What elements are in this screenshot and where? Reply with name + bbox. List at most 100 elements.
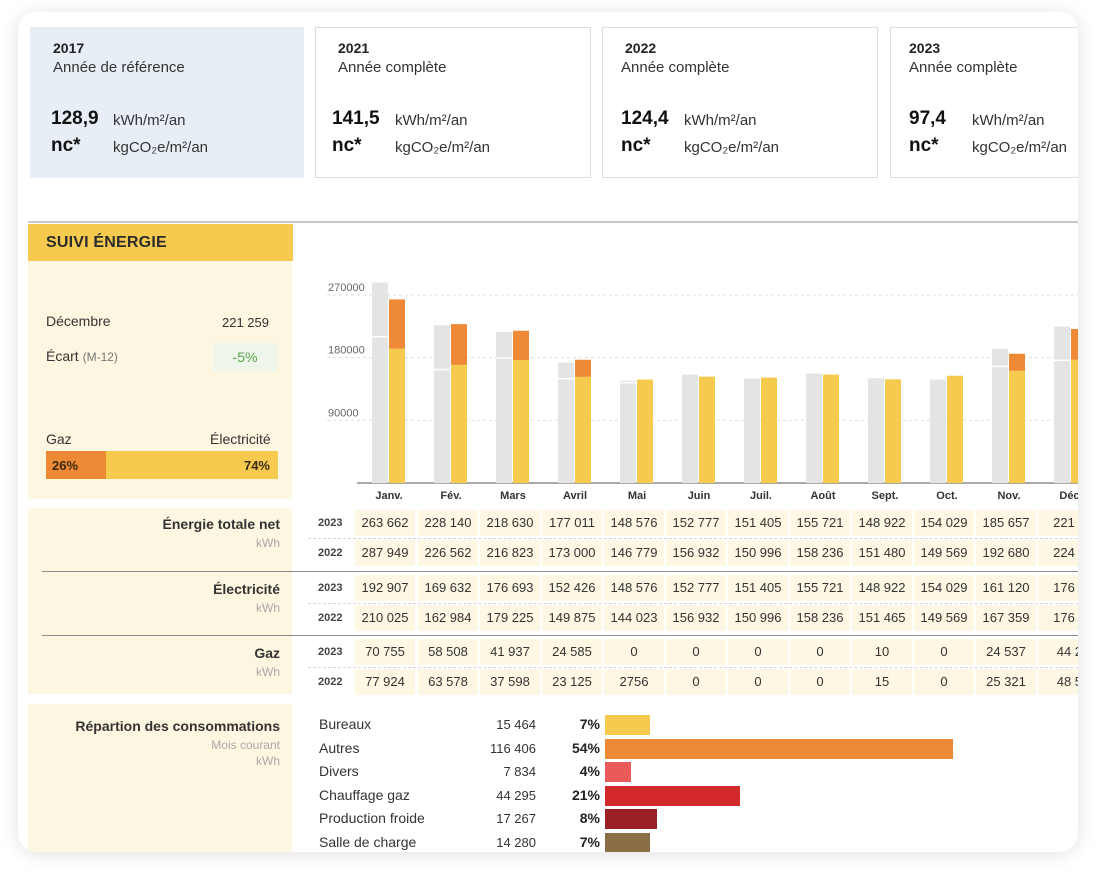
table-title: Énergie totale net [162,516,280,532]
table-cell: 24 585 [542,639,602,665]
table-cell: 148 922 [852,510,912,536]
table-cell: 158 236 [790,540,850,566]
table-cell: 156 932 [666,540,726,566]
bar-2023-electricity [637,379,653,483]
card-subtitle: Année de référence [53,59,185,76]
breakdown-unit: kWh [256,754,280,768]
breakdown-item-bar [605,762,631,782]
table-unit: kWh [256,601,280,615]
x-tick-label: Juil. [750,490,772,502]
breakdown-item-name: Autres [319,739,360,756]
breakdown-item-pct: 54% [571,739,600,756]
table-cell: 23 125 [542,669,602,695]
table-cell: 162 984 [418,605,478,631]
table-cell: 210 025 [355,605,415,631]
table-cell: 0 [790,639,850,665]
card-year: 2022 [625,40,657,56]
breakdown-item-value: 14 280 [496,834,536,850]
table-cell: 2756 [604,669,664,695]
table-cell: 192 907 [355,575,415,601]
breakdown-item-bar [605,809,657,829]
x-tick-label: Oct. [936,490,957,502]
table-cell: 37 598 [480,669,540,695]
table-cell: 176 96 [1038,575,1078,601]
card-subtitle: Année complète [621,59,730,76]
row-year: 2022 [318,547,343,559]
ecart-label-text: Écart [46,348,79,364]
breakdown-item-pct: 4% [579,763,600,779]
table-cell: 25 321 [976,669,1036,695]
table-cell: 0 [728,639,788,665]
breakdown-label-column [28,704,292,852]
x-tick-label: Août [810,490,835,502]
month-value: 221 259 [222,315,269,330]
card-kwh-value: 124,4 [621,108,669,129]
table-cell: 221 25 [1038,510,1078,536]
card-year: 2023 [909,40,941,56]
bar-2022-total [372,282,388,483]
table-cell: 24 537 [976,639,1036,665]
table-cell: 154 029 [914,575,974,601]
card-kwh-unit: kWh/m²/an [972,112,1045,129]
year-card-2022: 2022 Année complète 124,4 kWh/m²/an nc* … [602,27,878,178]
table-cell: 44 29 [1038,639,1078,665]
electricity-label: Électricité [210,431,271,447]
card-subtitle: Année complète [909,59,1018,76]
table-cell: 149 875 [542,605,602,631]
bar-2022-total [620,380,636,483]
card-year: 2021 [338,40,370,56]
ecart-qualifier: (M-12) [82,350,118,364]
table-cell: 10 [852,639,912,665]
table-cell: 150 996 [728,540,788,566]
table-cell: 149 569 [914,540,974,566]
breakdown-item-name: Production froide [319,810,425,826]
table-cell: 144 023 [604,605,664,631]
bar-2022-total [434,325,450,483]
bar-2022-total [744,377,760,483]
breakdown-item-bar [605,738,953,759]
breakdown-item-value: 116 406 [489,740,536,756]
row-year: 2023 [318,646,343,658]
table-cell: 228 140 [418,510,478,536]
card-kwh-unit: kWh/m²/an [684,112,757,129]
table-cell: 0 [914,639,974,665]
bar-2023-electricity [947,375,963,483]
table-cell: 15 [852,669,912,695]
row-separator [308,538,1078,539]
bar-2023-gas [513,330,529,360]
electricity-pct: 74% [243,458,270,473]
bar-2023-electricity [513,359,529,483]
breakdown-item-value: 17 267 [496,811,536,826]
bar-2022-total [1054,326,1070,483]
breakdown-item-value: 44 295 [496,787,536,803]
card-kwh-unit: kWh/m²/an [395,112,468,129]
breakdown-item-bar [605,832,650,852]
x-tick-label: Fév. [440,490,461,502]
table-cell: 0 [604,639,664,665]
table-cell: 179 225 [480,605,540,631]
gas-label: Gaz [46,431,72,447]
table-cell: 151 480 [852,540,912,566]
table-unit: kWh [256,536,280,550]
table-cell: 177 011 [542,510,602,536]
card-kwh-value: 128,9 [51,108,99,129]
row-separator [308,603,1078,604]
bar-2023-electricity [575,376,591,483]
bar-2023-electricity [761,377,777,483]
year-card-2023: 2023 Année complète 97,4 kWh/m²/an nc* k… [890,27,1078,178]
x-tick-label: Nov. [997,490,1020,502]
table-cell: 226 562 [418,540,478,566]
y-tick-label: 270000 [328,282,365,294]
table-cell: 0 [728,669,788,695]
table-cell: 63 578 [418,669,478,695]
table-cell: 149 569 [914,605,974,631]
breakdown-item-name: Bureaux [319,716,372,732]
table-cell: 152 426 [542,575,602,601]
table-cell: 158 236 [790,605,850,631]
bar-2022-total [558,362,574,483]
card-co2-value: nc* [332,135,362,156]
bar-2022-total [682,373,698,483]
year-card-2021: 2021 Année complète 141,5 kWh/m²/an nc* … [315,27,591,178]
table-cell: 148 922 [852,575,912,601]
table-cell: 176 12 [1038,605,1078,631]
